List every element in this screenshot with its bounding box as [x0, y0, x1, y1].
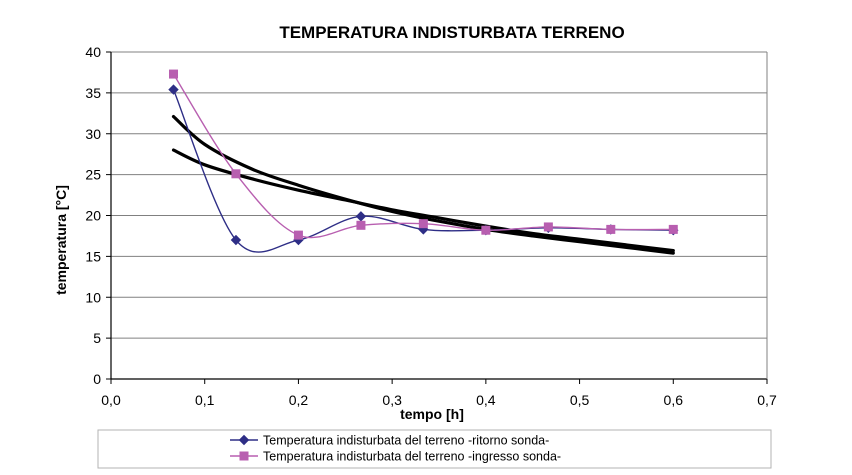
legend: Temperatura indisturbata del terreno -ri…	[97, 429, 772, 469]
y-tick-label: 35	[85, 85, 101, 101]
gridlines	[111, 51, 767, 339]
y-tick-label: 30	[85, 126, 101, 142]
series-line-2	[172, 73, 674, 239]
chart-title: TEMPERATURA INDISTURBATA TERRENO	[279, 23, 624, 42]
x-tick-label: 0,3	[382, 392, 402, 408]
y-tick-labels: 0 5 10 15 20 25 30 35 40	[85, 44, 101, 387]
legend-marker-2	[239, 451, 249, 461]
y-tick-label: 15	[85, 248, 101, 264]
legend-marker-1	[238, 434, 250, 446]
series-1-point	[168, 84, 179, 95]
y-tick-label: 10	[85, 289, 101, 305]
series-layer	[168, 69, 679, 253]
trendlines	[171, 114, 675, 255]
series-2-point	[481, 225, 491, 235]
legend-box	[97, 429, 772, 469]
axes	[106, 51, 768, 384]
x-tick-label: 0,2	[289, 392, 309, 408]
x-tick-label: 0,1	[195, 392, 215, 408]
series-2-point	[169, 69, 179, 79]
series-2-point	[418, 219, 428, 229]
x-tick-label: 0,6	[664, 392, 684, 408]
x-axis-label: tempo [h]	[400, 406, 464, 422]
series-2-point	[606, 224, 616, 234]
y-tick-label: 0	[93, 371, 101, 387]
x-tick-label: 0,7	[757, 392, 777, 408]
series-2-point	[668, 224, 678, 234]
series-2-point	[293, 230, 303, 240]
x-tick-labels: 0,0 0,1 0,2 0,3 0,4 0,5 0,6 0,7	[101, 392, 777, 408]
x-tick-label: 0,5	[570, 392, 590, 408]
series-1-point	[230, 234, 242, 246]
x-tick-label: 0,4	[476, 392, 496, 408]
legend-label-2: Temperatura indisturbata del terreno -in…	[263, 450, 561, 464]
y-tick-label: 20	[85, 208, 101, 224]
y-axis-label: temperatura [°C]	[53, 185, 69, 295]
series-2-point	[543, 222, 553, 232]
series-2-point	[231, 169, 241, 179]
y-tick-label: 25	[85, 167, 101, 183]
trendline	[171, 114, 675, 255]
series-2-point	[356, 220, 366, 230]
series-1-point	[355, 211, 367, 222]
legend-label-1: Temperatura indisturbata del terreno -ri…	[263, 434, 549, 448]
trendline	[171, 148, 675, 253]
y-tick-label: 40	[85, 44, 101, 60]
x-tick-label: 0,0	[101, 392, 121, 408]
y-tick-label: 5	[93, 330, 101, 346]
